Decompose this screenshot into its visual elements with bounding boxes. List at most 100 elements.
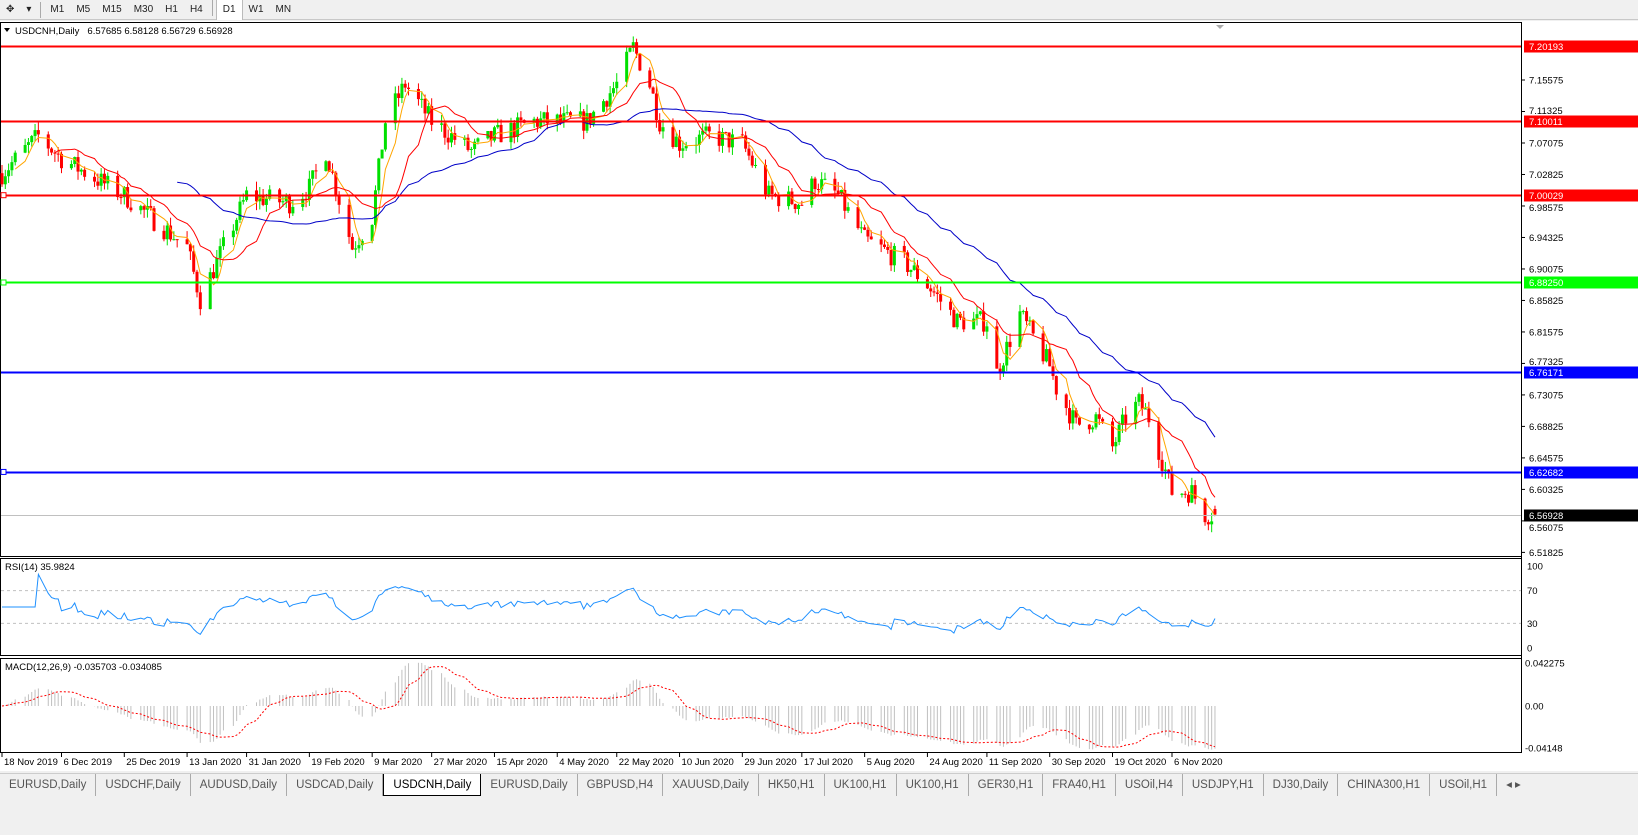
chart-tab[interactable]: AUDUSD,Daily — [191, 774, 288, 796]
timeframe-w1[interactable]: W1 — [248, 3, 264, 15]
chart-tab[interactable]: USDCNH,Daily — [383, 774, 482, 796]
candle-body — [162, 230, 166, 240]
candle — [535, 116, 539, 133]
candle-body — [1005, 341, 1009, 366]
level-handle — [0, 279, 7, 286]
crosshair-icon[interactable]: ✥ — [6, 3, 15, 15]
macd-tick-label: -0.04148 — [1525, 744, 1563, 755]
candle-body — [678, 136, 682, 151]
date-tick-label: 22 May 2020 — [619, 757, 674, 768]
timeframe-mn[interactable]: MN — [275, 3, 292, 15]
candle-body — [998, 368, 1002, 374]
tab-scroll-arrows-icon[interactable]: ◂ ▸ — [1506, 779, 1521, 791]
candle-body — [0, 173, 4, 185]
chart-tab[interactable]: GBPUSD,H4 — [578, 774, 664, 796]
chart-tab[interactable]: USDJPY,H1 — [1183, 774, 1264, 796]
candle-body — [268, 189, 272, 199]
timeframe-h4[interactable]: H4 — [189, 3, 203, 15]
timeframe-m30[interactable]: M30 — [133, 3, 154, 15]
candle — [1077, 417, 1081, 426]
date-tick-label: 25 Dec 2019 — [126, 757, 180, 768]
candle — [1114, 437, 1118, 455]
candle-body — [701, 130, 705, 135]
chart-tab[interactable]: XAUUSD,Daily — [663, 774, 759, 796]
chart-tab[interactable]: CHINA300,H1 — [1338, 774, 1431, 796]
candle — [496, 118, 500, 129]
price-tick-label: 6.68825 — [1529, 422, 1563, 433]
candle-body — [1193, 485, 1197, 499]
date-tick-label: 19 Feb 2020 — [311, 757, 364, 768]
macd-histogram — [4, 662, 1216, 750]
candle — [859, 221, 863, 234]
candle-body — [473, 141, 477, 149]
candle-body — [1114, 442, 1118, 447]
timeframe-d1[interactable]: D1 — [215, 0, 243, 20]
candle — [314, 163, 318, 179]
collapse-triangle-icon — [4, 28, 10, 32]
chart-canvas[interactable]: 7.15575 7.11325 7.07075 7.02825 6.98575 6.943… — [0, 21, 1638, 771]
timeframe-m1[interactable]: M1 — [50, 3, 65, 15]
chart-tab[interactable]: FRA40,H1 — [1043, 774, 1116, 796]
candle — [648, 67, 652, 90]
chart-tab[interactable]: EURUSD,Daily — [481, 774, 578, 796]
candle-body — [820, 179, 824, 190]
candle — [1021, 309, 1025, 315]
candle — [916, 259, 920, 283]
chart-tab[interactable]: DJ30,Daily — [1264, 774, 1339, 796]
candle-body — [902, 245, 906, 253]
candle — [373, 185, 377, 230]
candle — [1094, 412, 1098, 430]
chart-tab[interactable]: USOil,H4 — [1116, 774, 1183, 796]
timeframe-m5[interactable]: M5 — [76, 3, 91, 15]
candle — [50, 147, 54, 156]
macd-title: MACD(12,26,9) -0.035703 -0.034085 — [5, 662, 162, 673]
candle — [324, 160, 328, 172]
candle — [423, 94, 427, 122]
candle-body — [939, 293, 943, 302]
candle-body — [958, 313, 962, 318]
candle — [744, 131, 748, 153]
candle — [175, 239, 179, 248]
candle-body — [1144, 408, 1148, 410]
chart-window[interactable]: 7.15575 7.11325 7.07075 7.02825 6.98575 6.943… — [0, 21, 1638, 771]
candle-body — [380, 149, 384, 159]
chevron-down-icon[interactable]: ▾ — [26, 3, 32, 15]
chart-tab[interactable]: UK100,H1 — [825, 774, 897, 796]
timeframe-m15[interactable]: M15 — [102, 3, 122, 15]
price-tick-label: 7.07075 — [1529, 138, 1563, 149]
candle — [231, 224, 235, 246]
candle — [443, 121, 447, 145]
candle — [357, 236, 361, 253]
candle-body — [866, 229, 870, 237]
candle — [730, 128, 734, 155]
candle — [902, 240, 906, 258]
candle-body — [1120, 414, 1124, 425]
chart-tab[interactable]: GER30,H1 — [969, 774, 1044, 796]
candle-body — [7, 170, 11, 177]
candle — [198, 285, 202, 316]
timeframe-h1[interactable]: H1 — [165, 3, 178, 15]
candle — [327, 160, 331, 172]
chart-tab[interactable]: HK50,H1 — [759, 774, 825, 796]
candle — [7, 163, 11, 183]
chart-tab[interactable]: USOil,H1 — [1430, 774, 1498, 796]
candle — [69, 160, 73, 170]
chart-tab[interactable]: USDCAD,Daily — [287, 774, 384, 796]
candle — [416, 83, 420, 106]
candle-body — [754, 164, 758, 166]
candle-body — [165, 225, 169, 240]
candle-body — [281, 201, 285, 203]
candle-body — [651, 87, 655, 94]
chart-tab[interactable]: USDCHF,Daily — [96, 774, 191, 796]
candle — [235, 217, 239, 235]
candle-body — [1140, 394, 1144, 410]
price-level-label-bg — [1524, 466, 1638, 479]
candle-body — [750, 155, 754, 166]
chart-tab[interactable]: UK100,H1 — [897, 774, 969, 796]
date-tick-label: 31 Jan 2020 — [249, 757, 301, 768]
date-tick-label: 4 May 2020 — [559, 757, 609, 768]
level-handle — [0, 468, 7, 475]
toolbar-divider — [211, 0, 213, 16]
candle-body — [383, 123, 387, 150]
chart-tab[interactable]: EURUSD,Daily — [0, 774, 97, 796]
